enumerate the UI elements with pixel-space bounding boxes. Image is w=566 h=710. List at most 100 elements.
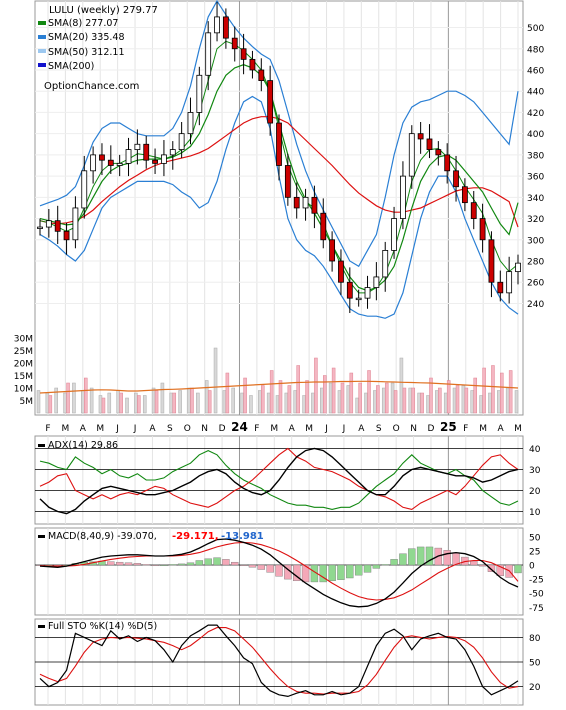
volume-bar-pink	[314, 357, 318, 414]
candle-body	[178, 133, 185, 150]
candle-body	[364, 287, 371, 299]
candle-body	[373, 276, 380, 288]
volume-bar-gray	[204, 380, 209, 414]
volume-bar-gray	[72, 382, 76, 414]
volume-bar-pink	[402, 387, 407, 414]
volume-bar-gray	[364, 392, 368, 414]
volume-bar-gray	[461, 385, 466, 414]
volume-bar-pink	[393, 390, 398, 414]
volume-bar-pink	[101, 397, 106, 414]
price-tick-label: 280	[527, 258, 544, 268]
candle-body	[276, 122, 282, 166]
adx-layer	[39, 447, 519, 515]
price-tick-label: 500	[527, 24, 544, 34]
volume-bar-gray	[178, 390, 182, 414]
macd-legend: MACD(8,40,9) -39.070, -29.171, -13.981	[38, 531, 264, 542]
candle-body	[355, 297, 362, 301]
candle-body	[81, 170, 88, 209]
volume-bar-gray	[417, 392, 421, 414]
price-tick-label: 240	[527, 300, 544, 310]
macd-histogram-bar	[231, 561, 239, 566]
volume-bar-gray	[284, 392, 289, 414]
volume-bar-pink	[137, 395, 141, 414]
volume-bar-gray	[54, 387, 58, 414]
x-tick-label: M	[96, 424, 104, 434]
candle-body	[37, 226, 43, 229]
macd-histogram-bar	[328, 564, 336, 582]
candle-body	[497, 281, 504, 294]
x-tick-label: M	[62, 424, 70, 434]
volume-bar-gray	[355, 397, 359, 414]
price-tick-label: 360	[527, 173, 544, 183]
macd-histogram-bar	[213, 557, 221, 566]
volume-bar-pink	[340, 382, 345, 414]
legend-swatch-sma20	[38, 35, 46, 39]
volume-bar-gray	[63, 392, 67, 414]
macd-histogram-bar	[319, 564, 327, 583]
volume-bar-pink	[287, 385, 292, 414]
price-tick-label: 460	[527, 66, 544, 76]
legend-swatch-sma50	[38, 49, 46, 53]
macd-legend-swatch	[38, 535, 45, 538]
volume-bar-pink	[154, 390, 159, 414]
candle-body	[338, 260, 344, 283]
macd-histogram-bar	[408, 548, 416, 566]
volume-bar-pink	[446, 380, 451, 414]
volume-bar-pink	[190, 387, 194, 414]
price-tick-label: 400	[527, 130, 544, 140]
candle-body	[169, 149, 176, 156]
volume-tick-label: 15M	[14, 372, 33, 382]
volume-bar-gray	[452, 387, 457, 414]
volume-tick-label: 20M	[14, 360, 33, 370]
volume-bar-gray	[196, 392, 200, 414]
volume-bar-pink	[172, 392, 177, 414]
macd-histogram-bar	[124, 562, 133, 566]
volume-bar-gray	[240, 392, 244, 414]
macd-histogram-bar	[487, 564, 496, 572]
candle-body	[45, 220, 52, 228]
legend-sma8: SMA(8) 277.07	[48, 18, 118, 29]
macd-hist-value: -13.981	[221, 531, 264, 542]
candle-body	[400, 175, 406, 219]
x-tick-label: F	[45, 424, 50, 434]
x-tick-label: M	[479, 424, 487, 434]
volume-bar-gray	[258, 390, 262, 414]
volume-average-line	[39, 380, 519, 394]
macd-histogram-bar	[160, 564, 168, 567]
volume-bar-gray	[346, 385, 351, 414]
price-layer	[37, 0, 521, 319]
candle-body	[391, 218, 397, 251]
x-tick-label: O	[184, 424, 191, 434]
volume-bar-gray	[231, 387, 235, 414]
volume-bar-pink	[84, 377, 88, 414]
sto-tick-label: 80	[529, 634, 541, 644]
x-tick-label: M	[305, 424, 313, 434]
watermark: OptionChance.com	[44, 81, 139, 92]
x-tick-label: A	[358, 424, 365, 434]
x-tick-label: F	[463, 424, 468, 434]
candle-body	[302, 196, 309, 209]
candle-body	[258, 69, 265, 81]
macd-histogram-bar	[186, 562, 195, 566]
volume-bar-gray	[399, 357, 404, 414]
macd-histogram-bar	[222, 559, 230, 566]
macd-tick-label: -50	[529, 590, 544, 600]
macd-histogram-bar	[354, 564, 363, 576]
volume-tick-label: 25M	[14, 347, 33, 357]
volume-bar-gray	[497, 390, 501, 414]
macd-histogram-bar	[133, 563, 142, 566]
volume-bar-pink	[269, 370, 274, 414]
volume-bar-gray	[222, 390, 227, 414]
price-tick-label: 380	[527, 151, 544, 161]
volume-bar-pink	[508, 370, 513, 414]
candle-body	[444, 154, 451, 172]
volume-bar-pink	[376, 385, 380, 414]
candle-body	[346, 281, 353, 299]
sto-legend-swatch	[38, 625, 45, 628]
adx-legend: ADX(14) 29.86	[38, 440, 118, 451]
macd-histogram-bar	[416, 546, 425, 566]
volume-bar-pink	[243, 377, 247, 414]
macd-tick-label: -75	[529, 604, 544, 614]
volume-bar-gray	[45, 392, 50, 414]
candle-body	[284, 165, 291, 198]
